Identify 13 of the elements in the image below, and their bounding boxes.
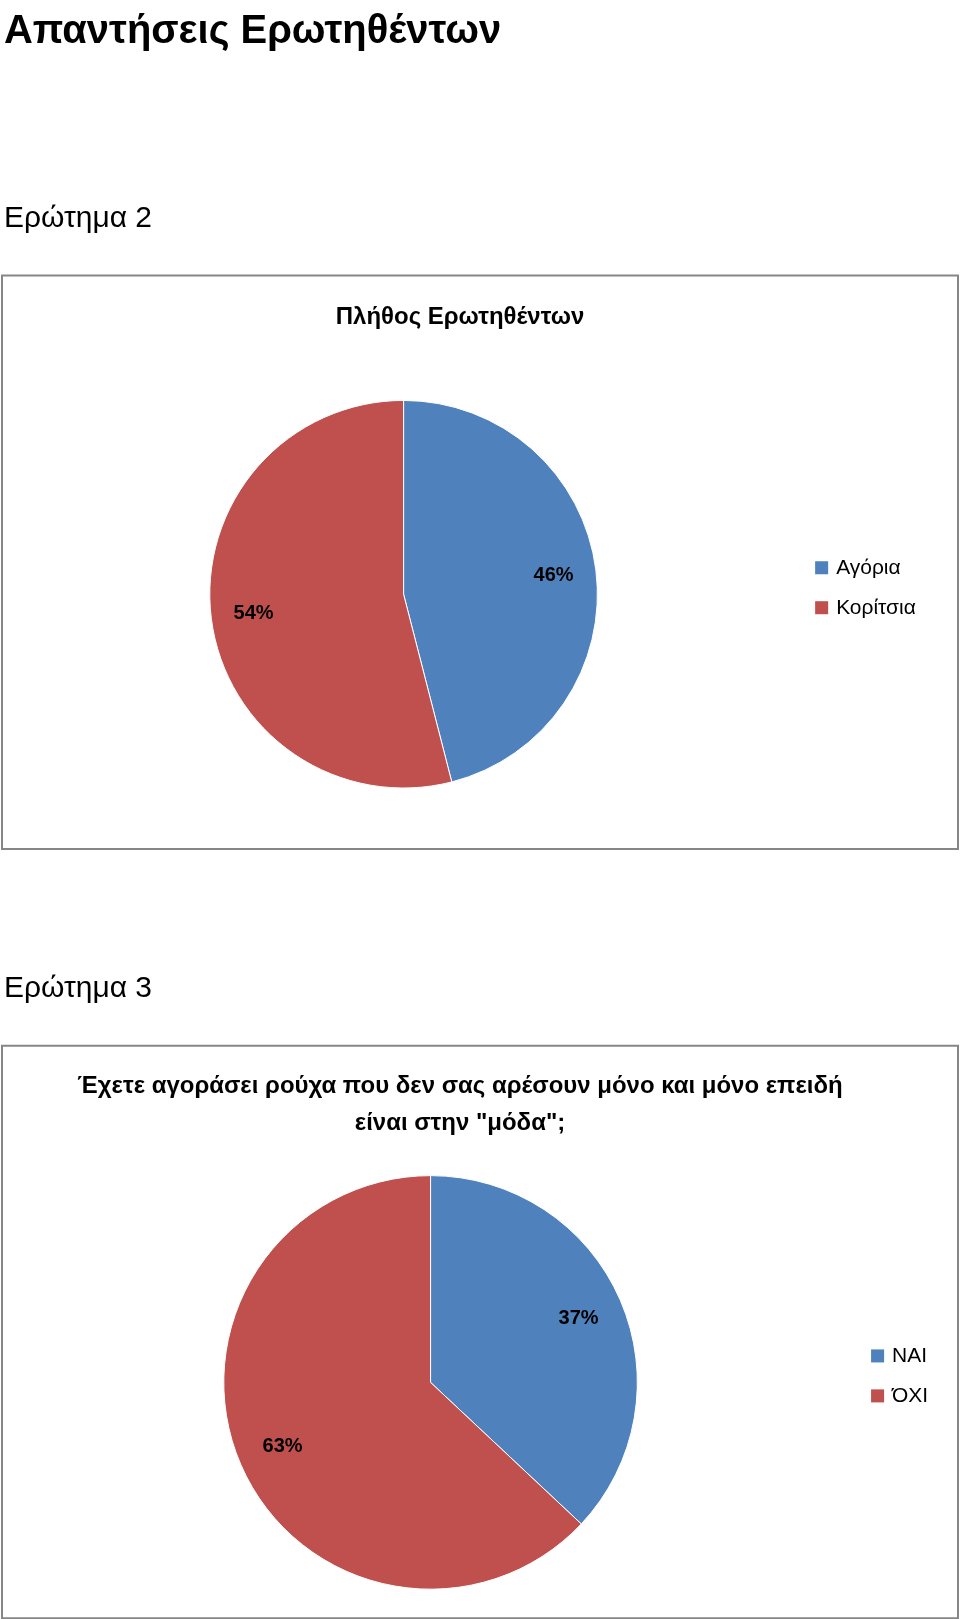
data-label: 37%: [558, 1306, 599, 1329]
text: Ερώτημα 2: [4, 199, 153, 233]
chart-title: Πλήθος Ερωτηθέντων: [335, 301, 585, 329]
data-label: 46%: [533, 563, 574, 586]
data-label: 63%: [262, 1434, 303, 1457]
legend-label: ΝΑΙ: [892, 1342, 928, 1366]
text: Απαντήσεις Ερωτηθέντων: [4, 6, 502, 52]
chart-title: Έχετε αγοράσει ρούχα που δεν σας αρέσουν μόνο και μόνο επειδή είναι στην "μόδα";: [77, 1070, 843, 1135]
text: Ερώτημα 3: [4, 969, 153, 1003]
data-label: 54%: [233, 601, 274, 624]
legend-label: Κορίτσια: [836, 594, 916, 618]
legend-label: ΌΧΙ: [891, 1382, 929, 1406]
legend-label: Αγόρια: [836, 554, 901, 578]
